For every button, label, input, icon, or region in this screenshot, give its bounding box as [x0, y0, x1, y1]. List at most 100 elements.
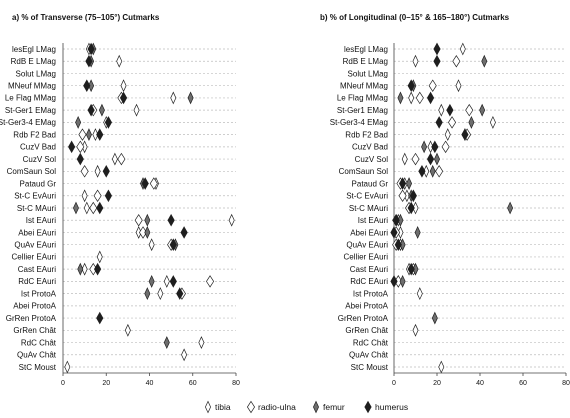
x-tick-label-a-0: 0: [61, 380, 65, 387]
marker-b-humerus-cast-eauri: [407, 262, 415, 276]
marker-b-tibia-rdb-e-lmag: [412, 54, 419, 68]
x-tick-label-a-20: 20: [102, 380, 110, 387]
category-label-a-le-flag-mmag: Le Flag MMag: [5, 94, 56, 103]
marker-b-radio-ulna-cuzv-sol: [411, 152, 420, 166]
marker-b-femur-pataud-gr: [406, 177, 413, 190]
marker-b-femur-cuzv-bad: [421, 140, 428, 154]
category-label-a-cellier-eauri: Cellier EAuri: [12, 253, 57, 262]
marker-b-femur-grren-protoa: [431, 311, 438, 325]
category-label-b-le-flag-mmag: Le Flag MMag: [337, 94, 388, 103]
marker-b-tibia-lesegl-lmag: [459, 42, 466, 56]
marker-a-humerus-rdc-eauri: [169, 275, 177, 288]
marker-a-tibia-cellier-eauri: [96, 250, 103, 264]
marker-a-tibia-rdc-eauri: [163, 274, 170, 288]
marker-a-tibia-comsaun-sol: [94, 164, 101, 178]
marker-a-humerus-quav-eauri: [169, 238, 177, 251]
x-tick-label-b-20: 20: [433, 380, 441, 387]
marker-b-radio-ulna-cuzv-bad: [441, 140, 450, 154]
marker-b-femur-cuzv-sol: [434, 152, 440, 166]
marker-b-femur-st-ger1-emag: [479, 103, 486, 117]
legend-marker-femur: [313, 400, 319, 414]
marker-b-femur-rdb-e-lmag: [481, 54, 488, 68]
marker-a-femur-cast-eauri: [77, 262, 84, 276]
category-label-a-grren-ch-t: GrRen Chât: [13, 326, 56, 335]
category-label-a-grren-protoa: GrRen ProtoA: [6, 314, 57, 323]
marker-a-humerus-ist-protoa: [176, 287, 184, 300]
category-label-b-stc-moust: StC Moust: [351, 363, 389, 372]
marker-a-humerus-cuzv-bad: [68, 140, 76, 154]
marker-b-humerus-st-c-evauri: [409, 189, 417, 203]
marker-a-tibia-st-c-mauri: [83, 201, 90, 215]
category-label-b-st-ger1-emag: St-Ger1 EMag: [337, 106, 388, 115]
category-label-a-st-c-evauri: St-C EvAuri: [14, 192, 56, 201]
category-label-b-cuzv-bad: CuzV Bad: [352, 143, 388, 152]
category-label-a-st-ger1-emag: St-Ger1 EMag: [5, 106, 56, 115]
category-label-b-abei-protoa: Abei ProtoA: [345, 302, 388, 311]
marker-a-humerus-rdb-e-lmag: [85, 54, 93, 68]
marker-a-femur-st-ger3-4-emag: [75, 115, 82, 129]
legend: tibia radio-ulna femur humerus: [205, 400, 408, 414]
marker-b-tibia-st-ger1-emag: [438, 103, 445, 117]
marker-b-radio-ulna-mneuf-mmag: [428, 79, 437, 92]
marker-b-tibia-mneuf-mmag: [455, 79, 462, 93]
legend-marker-humerus: [364, 400, 372, 414]
marker-b-radio-ulna-comsaun-sol: [435, 165, 444, 178]
marker-b-humerus-rdc-eauri: [390, 275, 398, 288]
marker-b-tibia-stc-moust: [438, 360, 445, 374]
category-label-b-cuzv-sol: CuzV Sol: [355, 155, 389, 164]
marker-b-humerus-comsaun-sol: [418, 165, 426, 178]
marker-b-humerus-lesegl-lmag: [433, 42, 441, 56]
marker-a-humerus-st-ger1-emag: [87, 103, 95, 117]
category-label-a-abei-eauri: Abei EAuri: [18, 228, 56, 237]
marker-a-humerus-abei-eauri: [180, 226, 188, 239]
category-label-a-st-c-mauri: St-C MAuri: [17, 204, 56, 213]
category-label-a-rdb-e-lmag: RdB E LMag: [11, 57, 56, 66]
marker-a-tibia-mneuf-mmag: [120, 79, 127, 93]
category-label-a-rdb-f2-bad: Rdb F2 Bad: [13, 130, 56, 139]
x-tick-label-a-80: 80: [232, 380, 240, 387]
marker-b-tibia-cuzv-sol: [401, 152, 408, 166]
x-tick-label-b-60: 60: [519, 380, 527, 387]
legend-label-humerus: humerus: [375, 402, 408, 412]
marker-b-humerus-st-ger3-4-emag: [435, 116, 443, 129]
marker-a-femur-st-ger1-emag: [98, 103, 105, 117]
marker-a-tibia-le-flag-mmag: [170, 91, 177, 105]
category-label-a-st-ger3-4-emag: St-Ger3-4 EMag: [0, 118, 56, 127]
category-label-a-rdc-eauri: RdC EAuri: [18, 277, 56, 286]
marker-b-radio-ulna-st-c-evauri: [398, 189, 407, 203]
category-label-a-ist-eauri: Ist EAuri: [26, 216, 56, 225]
marker-a-humerus-grren-protoa: [96, 311, 104, 325]
marker-b-femur-abei-eauri: [414, 226, 421, 239]
legend-label-radio-ulna: radio-ulna: [258, 402, 296, 412]
marker-a-tibia-grren-ch-t: [124, 323, 131, 337]
category-label-b-abei-eauri: Abei EAuri: [350, 228, 388, 237]
marker-a-radio-ulna-cuzv-bad: [76, 140, 85, 154]
marker-b-tibia-cuzv-bad: [427, 140, 434, 154]
category-label-b-rdb-f2-bad: Rdb F2 Bad: [345, 130, 388, 139]
marker-b-radio-ulna-st-ger3-4-emag: [448, 116, 457, 129]
marker-b-humerus-cuzv-sol: [426, 152, 435, 166]
category-label-b-st-ger3-4-emag: St-Ger3-4 EMag: [330, 118, 388, 127]
category-label-b-st-c-mauri: St-C MAuri: [349, 204, 388, 213]
marker-a-femur-rdc-eauri: [148, 274, 155, 288]
marker-a-femur-ist-protoa: [144, 287, 151, 301]
panel-b: b) % of Longitudinal (0–15° & 165–180°) …: [320, 13, 570, 387]
chart-title-a: a) % of Transverse (75–105°) Cutmarks: [12, 13, 160, 22]
category-label-b-rdb-e-lmag: RdB E LMag: [343, 57, 388, 66]
marker-b-tibia-st-ger3-4-emag: [489, 115, 496, 129]
marker-b-humerus-le-flag-mmag: [426, 91, 435, 105]
category-label-a-mneuf-mmag: MNeuf MMag: [8, 81, 56, 90]
category-label-b-rdc-eauri: RdC EAuri: [350, 277, 388, 286]
marker-a-tibia-cast-eauri: [81, 262, 88, 276]
marker-b-femur-ist-eauri: [397, 213, 404, 227]
marker-b-radio-ulna-rdb-e-lmag: [452, 54, 461, 68]
category-label-b-comsaun-sol: ComSaun Sol: [339, 167, 389, 176]
marker-a-humerus-st-c-evauri: [104, 189, 113, 203]
legend-marker-radio-ulna: [246, 400, 256, 414]
marker-a-tibia-st-c-evauri: [81, 189, 88, 203]
category-label-b-mneuf-mmag: MNeuf MMag: [340, 81, 388, 90]
marker-a-humerus-st-c-mauri: [96, 201, 104, 215]
marker-a-radio-ulna-rdc-eauri: [206, 275, 215, 288]
marker-a-radio-ulna-st-c-evauri: [93, 189, 102, 203]
legend-label-femur: femur: [323, 402, 345, 412]
